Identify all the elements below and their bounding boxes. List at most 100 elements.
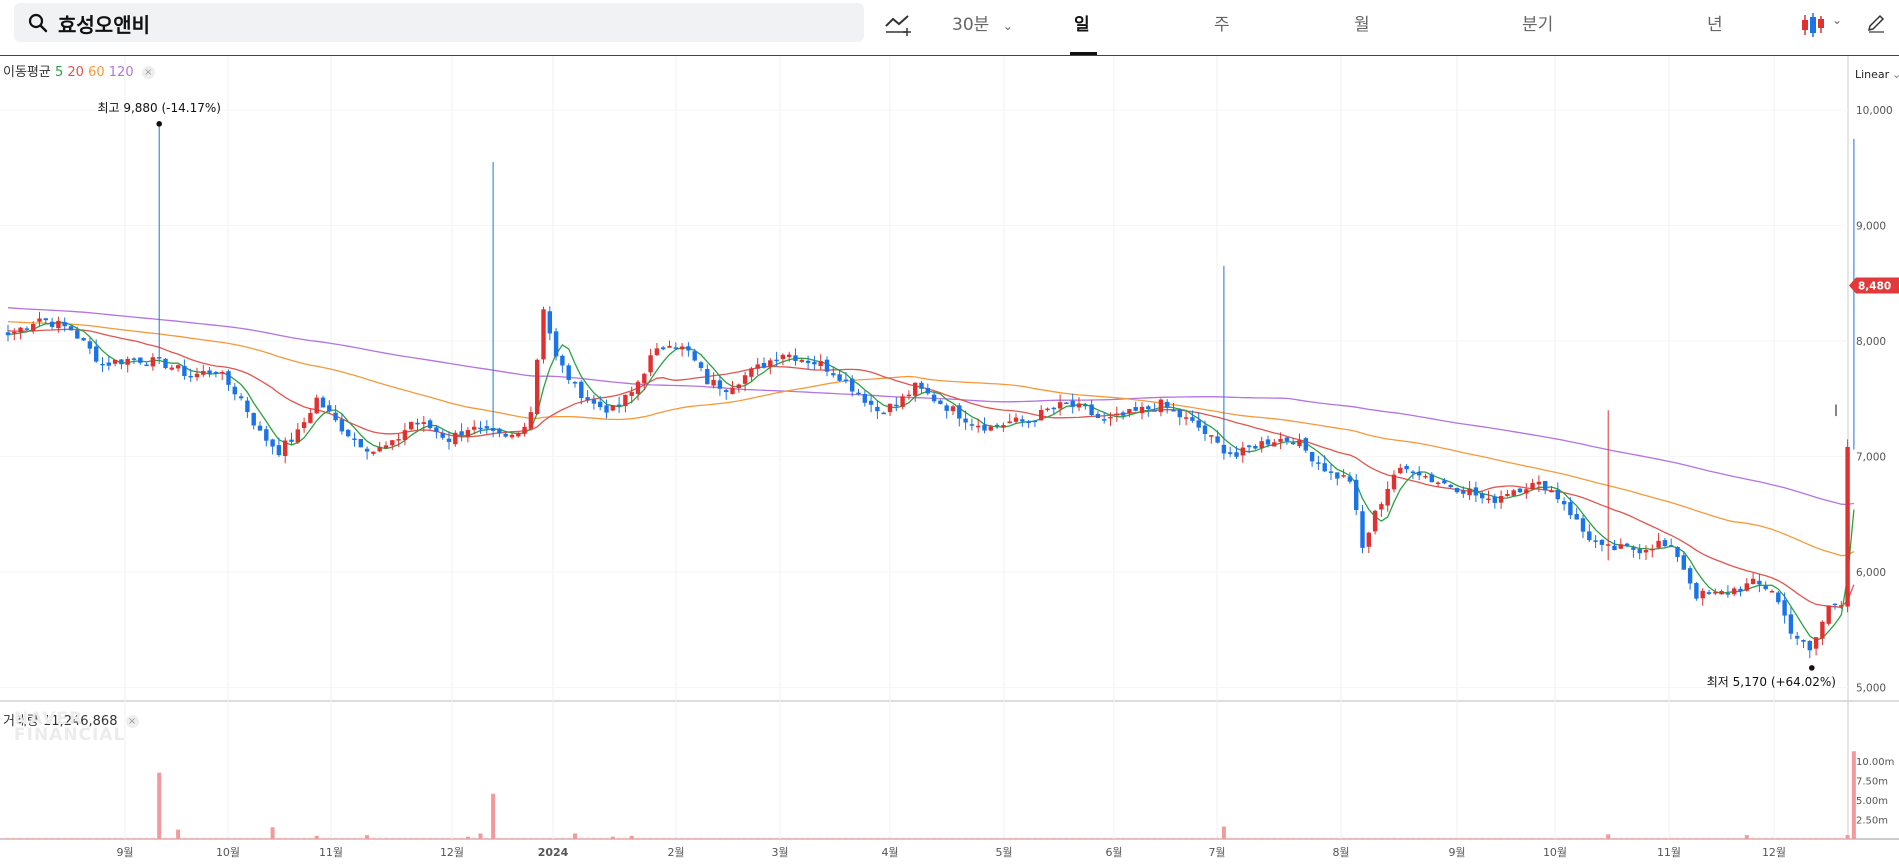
candle-body [1719,591,1724,595]
x-tick-label: 12월 [1762,846,1786,859]
volume-bar [1770,837,1774,839]
search-box[interactable] [14,3,864,42]
volume-bar [1417,837,1422,839]
candle-body [1511,490,1516,496]
candle-body [1076,403,1082,408]
candle-body [1820,621,1825,639]
candle-body [283,440,288,457]
interval-30m-dropdown[interactable]: 30분 ⌄ [952,10,1013,35]
candle-body [988,426,993,431]
volume-bar [1833,837,1837,839]
candle-body [1372,510,1378,532]
volume-bar [969,837,974,839]
volume-bar [1032,837,1037,839]
search-input[interactable] [56,8,850,38]
volume-bar [201,837,206,839]
volume-bar [1814,837,1819,839]
volume-bar [226,837,231,839]
volume-bar [1209,837,1214,839]
volume-bar [1555,837,1560,839]
candle-body [1637,549,1642,554]
volume-bar [1562,837,1567,839]
candle-body [1240,447,1245,456]
candle-body [969,424,975,426]
volume-bar [988,837,993,839]
volume-bar [119,837,124,839]
volume-bar [1152,837,1157,839]
volume-bar [736,837,741,839]
ma5-legend[interactable]: 5 [54,65,64,80]
indicator-add-icon[interactable] [884,12,914,36]
volume-bar [1650,837,1655,839]
candle-body [1423,475,1428,478]
volume-bar [1196,837,1201,839]
candle-body [522,426,527,434]
candle-body [1171,410,1176,412]
candle-body [1083,404,1088,407]
volume-bar [1007,837,1012,839]
candle-body [346,429,351,437]
candle-body [787,354,792,358]
candle-body [169,367,174,370]
candle-body [497,428,502,434]
close-icon[interactable]: × [125,715,139,728]
ma20-legend[interactable]: 20 [67,65,84,80]
candle-body [150,357,156,367]
chart-area[interactable]: 9월 10월 11월 12월 2024 2월 3월 4월 5월 6월 7월 8월 9월 10월 11월 12월… [0,56,1899,861]
volume-bar [1410,837,1415,839]
volume-bar [37,837,42,839]
volume-bar [1215,837,1220,839]
tab-quarter[interactable]: 분기 [1522,15,1554,35]
candle-body [919,382,924,389]
volume-bar [1341,837,1346,839]
candle-body [931,394,937,402]
x-tick-label: 9월 [116,846,133,859]
volume-bar [573,833,577,839]
candle-body [1013,417,1019,422]
volume-bar [881,837,886,839]
tab-month[interactable]: 월 [1354,15,1370,35]
close-icon[interactable]: × [141,66,155,79]
candle-body [1505,494,1510,497]
volume-bar [1543,837,1548,839]
naver-financial-watermark: NAVER FINANCIAL [14,711,125,744]
candle-body [1543,480,1548,491]
volume-bar [421,837,426,839]
candle-body [824,359,830,372]
volume-bar [1272,837,1277,839]
volume-bar [1014,837,1018,839]
candle-body [957,405,962,419]
tab-week[interactable]: 주 [1214,15,1230,35]
candle-body [1146,406,1151,409]
chart-type-dropdown[interactable]: ⌄ [1800,13,1842,37]
tab-day[interactable]: 일 [1074,15,1090,35]
volume-bar [1297,837,1302,839]
volume-tick-label: 10.00m [1856,757,1894,768]
volume-tick-label: 5.00m [1856,796,1888,807]
ma120-legend[interactable]: 120 [108,65,134,80]
candle-body [1026,421,1031,423]
tab-year[interactable]: 년 [1707,15,1723,35]
volume-bar [1360,837,1365,839]
volume-bar [1228,837,1233,839]
volume-bar [1259,837,1264,839]
volume-bar [220,837,225,839]
current-price-label: 8,480 [1858,281,1891,293]
volume-bar [1530,837,1535,839]
pencil-icon[interactable] [1866,13,1886,33]
volume-bar [1801,837,1806,839]
volume-bar [856,837,861,839]
volume-bar [1284,837,1289,839]
y-tick-label: 9,000 [1856,221,1886,233]
candle-body [1158,399,1164,413]
volume-bar [1335,837,1340,839]
stock-chart[interactable]: 9월 10월 11월 12월 2024 2월 3월 4월 5월 6월 7월 8월 9월 10월 11월 12월… [0,56,1899,861]
candle-body [1517,488,1523,493]
volume-bar [1083,837,1088,839]
candle-body [138,357,143,363]
candle-body [1461,490,1466,494]
ma60-legend[interactable]: 60 [88,65,105,80]
candle-body [1228,452,1233,455]
volume-bar [1467,837,1472,839]
candle-body [598,401,603,408]
